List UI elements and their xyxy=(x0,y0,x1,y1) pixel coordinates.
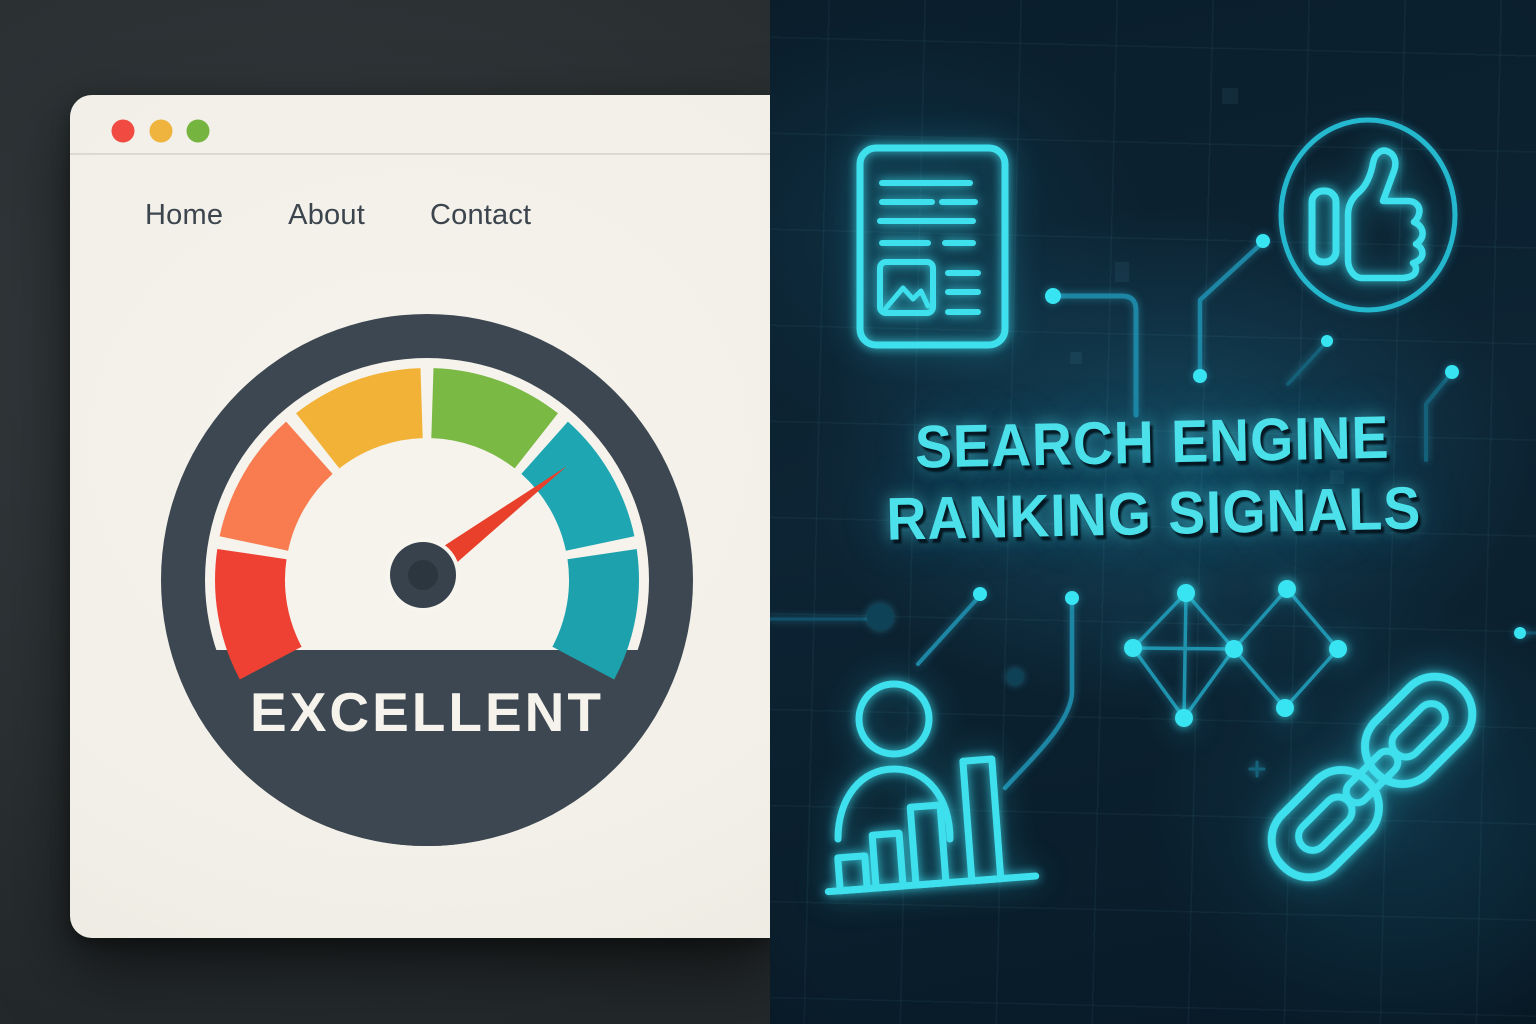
thumbs-up-icon xyxy=(1278,117,1458,313)
gauge-segments xyxy=(215,368,639,680)
thumbs-up-circle xyxy=(1278,117,1458,313)
gauge-bottom-band xyxy=(197,650,657,846)
gauge-segment-teal-upper xyxy=(521,421,635,551)
gauge-segment-yellow xyxy=(296,368,423,469)
gauge-segment-teal-lower xyxy=(552,549,639,680)
growth-bars xyxy=(824,755,1040,896)
nav-bar: Home About Contact xyxy=(145,199,531,232)
score-gauge-icon: EXCELLENT xyxy=(161,314,693,846)
backlink-chain-icon xyxy=(1267,672,1477,882)
nav-item-contact[interactable]: Contact xyxy=(429,199,532,231)
headline-line-1: SEARCH ENGINE xyxy=(914,403,1391,481)
content-document-icon xyxy=(856,144,1009,349)
maximize-button[interactable] xyxy=(186,119,210,143)
gauge-hub-center xyxy=(408,560,438,590)
close-button[interactable] xyxy=(111,119,135,143)
right-pane-background: SEARCH ENGINE RANKING SIGNALS xyxy=(770,0,1536,1024)
window-titlebar xyxy=(70,95,770,155)
headline-line-2: RANKING SIGNALS xyxy=(885,474,1422,553)
plus-mark xyxy=(1248,760,1266,778)
traffic-lights xyxy=(111,119,210,143)
browser-window: Home About Contact xyxy=(70,95,770,938)
gauge-segment-green xyxy=(431,368,558,469)
gauge-score-label: EXCELLENT xyxy=(250,681,604,743)
nav-item-home[interactable]: Home xyxy=(145,199,224,231)
user-head xyxy=(855,680,933,758)
nav-item-about[interactable]: About xyxy=(288,199,365,231)
network-nodes-icon xyxy=(1124,580,1347,727)
gauge-segment-red xyxy=(215,549,302,680)
gauge-segment-orange xyxy=(219,421,333,551)
headline: SEARCH ENGINE RANKING SIGNALS xyxy=(884,401,1422,555)
left-pane-background: Home About Contact xyxy=(0,0,770,1024)
minimize-button[interactable] xyxy=(149,119,173,143)
